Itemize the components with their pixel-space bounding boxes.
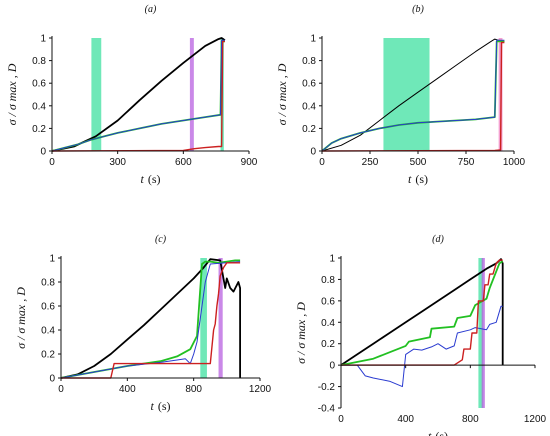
y-tick-label: -0.4 (318, 404, 336, 415)
x-tick-label: 600 (175, 157, 192, 168)
y-tick-label: 0.4 (321, 318, 335, 329)
y-axis-label: σ / σ max , D (294, 302, 308, 364)
y-axis-label: σ / σ max , D (14, 287, 28, 349)
band-a-1 (91, 38, 102, 151)
x-tick-label: 800 (185, 384, 202, 395)
y-tick-label: 0.8 (41, 278, 55, 289)
panel-b: 0 250 500 750 1000 0 0.2 0.4 0.6 0.8 1 (b) t (s) σ / σ… (275, 4, 526, 186)
y-tick-label: 1 (49, 254, 55, 265)
y-tick-label: 0.8 (32, 56, 46, 67)
y-tick-label: 0.2 (302, 124, 316, 135)
series-line-d-2 (340, 260, 504, 366)
series-line-d-3 (341, 305, 503, 388)
x-axis-variable: t (428, 429, 432, 436)
y-tick-label: 0.6 (302, 79, 316, 90)
y-tick-label: 0.8 (321, 275, 335, 286)
series-line-c-1 (60, 258, 241, 379)
series-line-c-4 (61, 262, 241, 379)
panel-label: (c) (155, 234, 167, 245)
x-tick-label: 0 (338, 414, 344, 425)
x-tick-label: 900 (241, 157, 258, 168)
y-tick-label: 0.6 (32, 79, 46, 90)
y-tick-label: 1 (40, 34, 46, 45)
x-axis-variable: t (150, 399, 154, 413)
x-axis-variable: t (408, 172, 412, 186)
series-line-c-3 (60, 261, 241, 379)
x-tick-label: 0 (58, 384, 64, 395)
x-tick-label: 0 (319, 157, 325, 168)
x-tick-label: 750 (458, 157, 475, 168)
x-tick-label: 400 (397, 414, 414, 425)
x-axis-unit: (s) (148, 172, 161, 186)
band-d-1 (478, 258, 484, 408)
y-tick-label: 0 (49, 374, 55, 385)
y-tick-label: 0.4 (302, 101, 316, 112)
x-tick-label: 250 (362, 157, 379, 168)
y-axis-label: σ / σ max , D (275, 63, 289, 125)
x-tick-label: 800 (462, 414, 479, 425)
y-tick-label: 0.2 (32, 124, 46, 135)
y-tick-label: 0.4 (32, 101, 46, 112)
x-tick-label: 1200 (249, 384, 272, 395)
series-line-a-3 (51, 39, 225, 152)
y-tick-label: 1 (310, 34, 316, 45)
panel-label: (b) (412, 4, 424, 15)
y-tick-label: 0.6 (41, 302, 55, 313)
panel-label: (d) (432, 234, 444, 245)
x-tick-label: 500 (410, 157, 427, 168)
x-axis-unit: (s) (415, 172, 428, 186)
series-line-b-1 (321, 38, 505, 152)
y-tick-label: 0 (310, 147, 316, 158)
y-tick-label: 1 (329, 254, 335, 265)
panel-d: 0 400 800 1200 -0.4 -0.2 0 0.2 0.4 0.6 0.8 1 (d) t (s)… (294, 234, 547, 436)
y-tick-label: 0.2 (321, 339, 335, 350)
series-line-a-2 (51, 40, 225, 152)
y-tick-label: 0 (40, 147, 46, 158)
x-axis-label: t (s) (140, 172, 160, 186)
x-axis-label: t (s) (428, 429, 448, 436)
x-tick-label: 400 (119, 384, 136, 395)
series-line-d-4 (341, 259, 503, 366)
y-tick-label: 0.8 (302, 56, 316, 67)
band-a-2 (189, 38, 194, 151)
x-axis-label: t (s) (150, 399, 170, 413)
panel-a: 0 300 600 900 0 0.2 0.4 0.6 0.8 1 (a) t (s) σ / σ max… (5, 4, 258, 186)
y-tick-label: 0 (329, 361, 335, 372)
y-tick-label: 0.6 (321, 296, 335, 307)
band-c-2 (218, 258, 223, 378)
x-axis-unit: (s) (158, 399, 171, 413)
x-tick-label: 300 (109, 157, 126, 168)
x-axis-unit: (s) (435, 429, 448, 436)
band-d-2 (481, 258, 485, 408)
x-axis-variable: t (140, 172, 144, 186)
panel-c: 0 400 800 1200 0 0.2 0.4 0.6 0.8 1 (c) t (s) σ / σ ma… (14, 234, 272, 413)
band-c-1 (200, 258, 207, 378)
band-b-1 (383, 38, 430, 151)
series-line-b-3 (321, 39, 505, 152)
y-tick-label: 0.2 (41, 350, 55, 361)
y-tick-label: -0.2 (318, 382, 336, 393)
x-tick-label: 1000 (503, 157, 526, 168)
y-axis-label: σ / σ max , D (5, 63, 19, 125)
series-line-a-1 (51, 37, 226, 152)
x-tick-label: 0 (49, 157, 55, 168)
x-axis-label: t (s) (408, 172, 428, 186)
series-line-a-4 (51, 40, 225, 152)
y-tick-label: 0.4 (41, 326, 55, 337)
x-tick-label: 1200 (524, 414, 547, 425)
panel-label: (a) (145, 4, 157, 15)
